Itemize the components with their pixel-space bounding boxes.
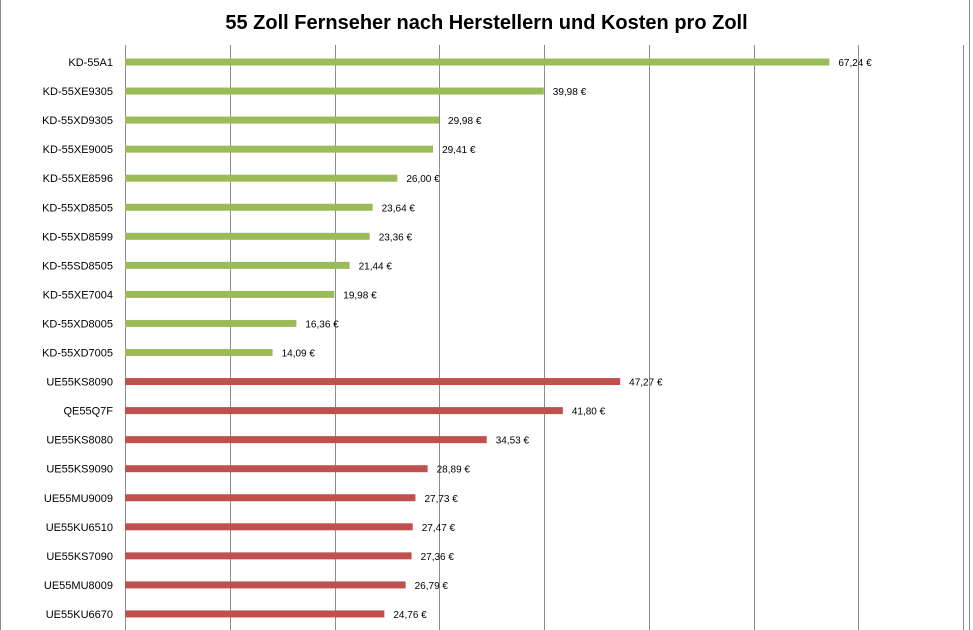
category-label: UE55KU6510 <box>46 522 113 534</box>
value-label: 41,80 € <box>572 407 606 418</box>
bar-QE55Q7F <box>125 407 563 415</box>
category-label: KD-55XD9305 <box>42 115 113 127</box>
category-label: UE55KS9090 <box>46 464 113 476</box>
value-label: 14,09 € <box>282 349 316 360</box>
category-label: KD-55XE9305 <box>43 86 113 98</box>
chart-title: 55 Zoll Fernseher nach Herstellern und K… <box>225 12 748 34</box>
value-label: 19,98 € <box>343 290 377 301</box>
bar-UE55KS8090 <box>125 378 621 386</box>
value-label: 29,41 € <box>442 145 476 156</box>
category-label: UE55KS7090 <box>46 551 113 563</box>
category-label: KD-55XD8505 <box>42 202 113 214</box>
value-label: 27,47 € <box>422 523 456 534</box>
category-label: KD-55XD8599 <box>42 231 113 243</box>
category-label: KD-55XD7005 <box>42 348 113 360</box>
category-label: KD-55XE8596 <box>43 173 113 185</box>
category-label: KD-55XD8005 <box>42 318 113 330</box>
bar-KD-55SD8505 <box>125 261 350 269</box>
bar-UE55MU8009 <box>125 581 406 589</box>
value-label: 39,98 € <box>553 87 587 98</box>
bar-KD-55XD9305 <box>125 116 440 124</box>
bar-UE55KU6670 <box>125 610 385 618</box>
value-label: 27,36 € <box>421 552 455 563</box>
value-label: 47,27 € <box>629 378 663 389</box>
bar-UE55KS9090 <box>125 465 428 473</box>
value-label: 26,00 € <box>406 174 440 185</box>
value-label: 23,36 € <box>379 232 413 243</box>
value-label: 24,76 € <box>393 610 427 621</box>
value-label: 23,64 € <box>382 203 416 214</box>
value-label: 67,24 € <box>838 58 872 69</box>
value-label: 34,53 € <box>496 436 530 447</box>
value-label: 21,44 € <box>359 261 393 272</box>
bar-KD-55XD8005 <box>125 319 297 327</box>
bar-UE55MU9009 <box>125 494 416 502</box>
category-label: UE55KS8080 <box>46 435 113 447</box>
bar-KD-55XE9305 <box>125 87 544 95</box>
value-label: 16,36 € <box>305 319 339 330</box>
category-label: UE55MU8009 <box>44 580 113 592</box>
bar-KD-55XD7005 <box>125 349 273 356</box>
category-label: KD-55A1 <box>68 57 113 69</box>
bar-KD-55XD8505 <box>125 203 373 211</box>
value-label: 26,79 € <box>415 581 449 592</box>
category-label: UE55KU6670 <box>46 609 113 621</box>
category-label: UE55KS8090 <box>46 377 113 389</box>
value-label: 27,73 € <box>424 494 458 505</box>
category-label: QE55Q7F <box>63 406 113 418</box>
bar-KD-55XD8599 <box>125 232 370 240</box>
bar-KD-55XE8596 <box>125 174 398 182</box>
category-label: KD-55SD8505 <box>42 260 113 272</box>
bar-KD-55A1 <box>125 58 830 66</box>
bar-KD-55XE9005 <box>125 145 434 153</box>
value-label: 29,98 € <box>448 116 482 127</box>
bar-KD-55XE7004 <box>125 290 335 298</box>
bar-UE55KS8080 <box>125 436 487 444</box>
category-label: KD-55XE7004 <box>43 289 113 301</box>
category-label: UE55MU9009 <box>44 493 113 505</box>
value-label: 28,89 € <box>437 465 471 476</box>
bar-UE55KU6510 <box>125 523 413 531</box>
category-label: KD-55XE9005 <box>43 144 113 156</box>
bar-UE55KS7090 <box>125 552 412 560</box>
